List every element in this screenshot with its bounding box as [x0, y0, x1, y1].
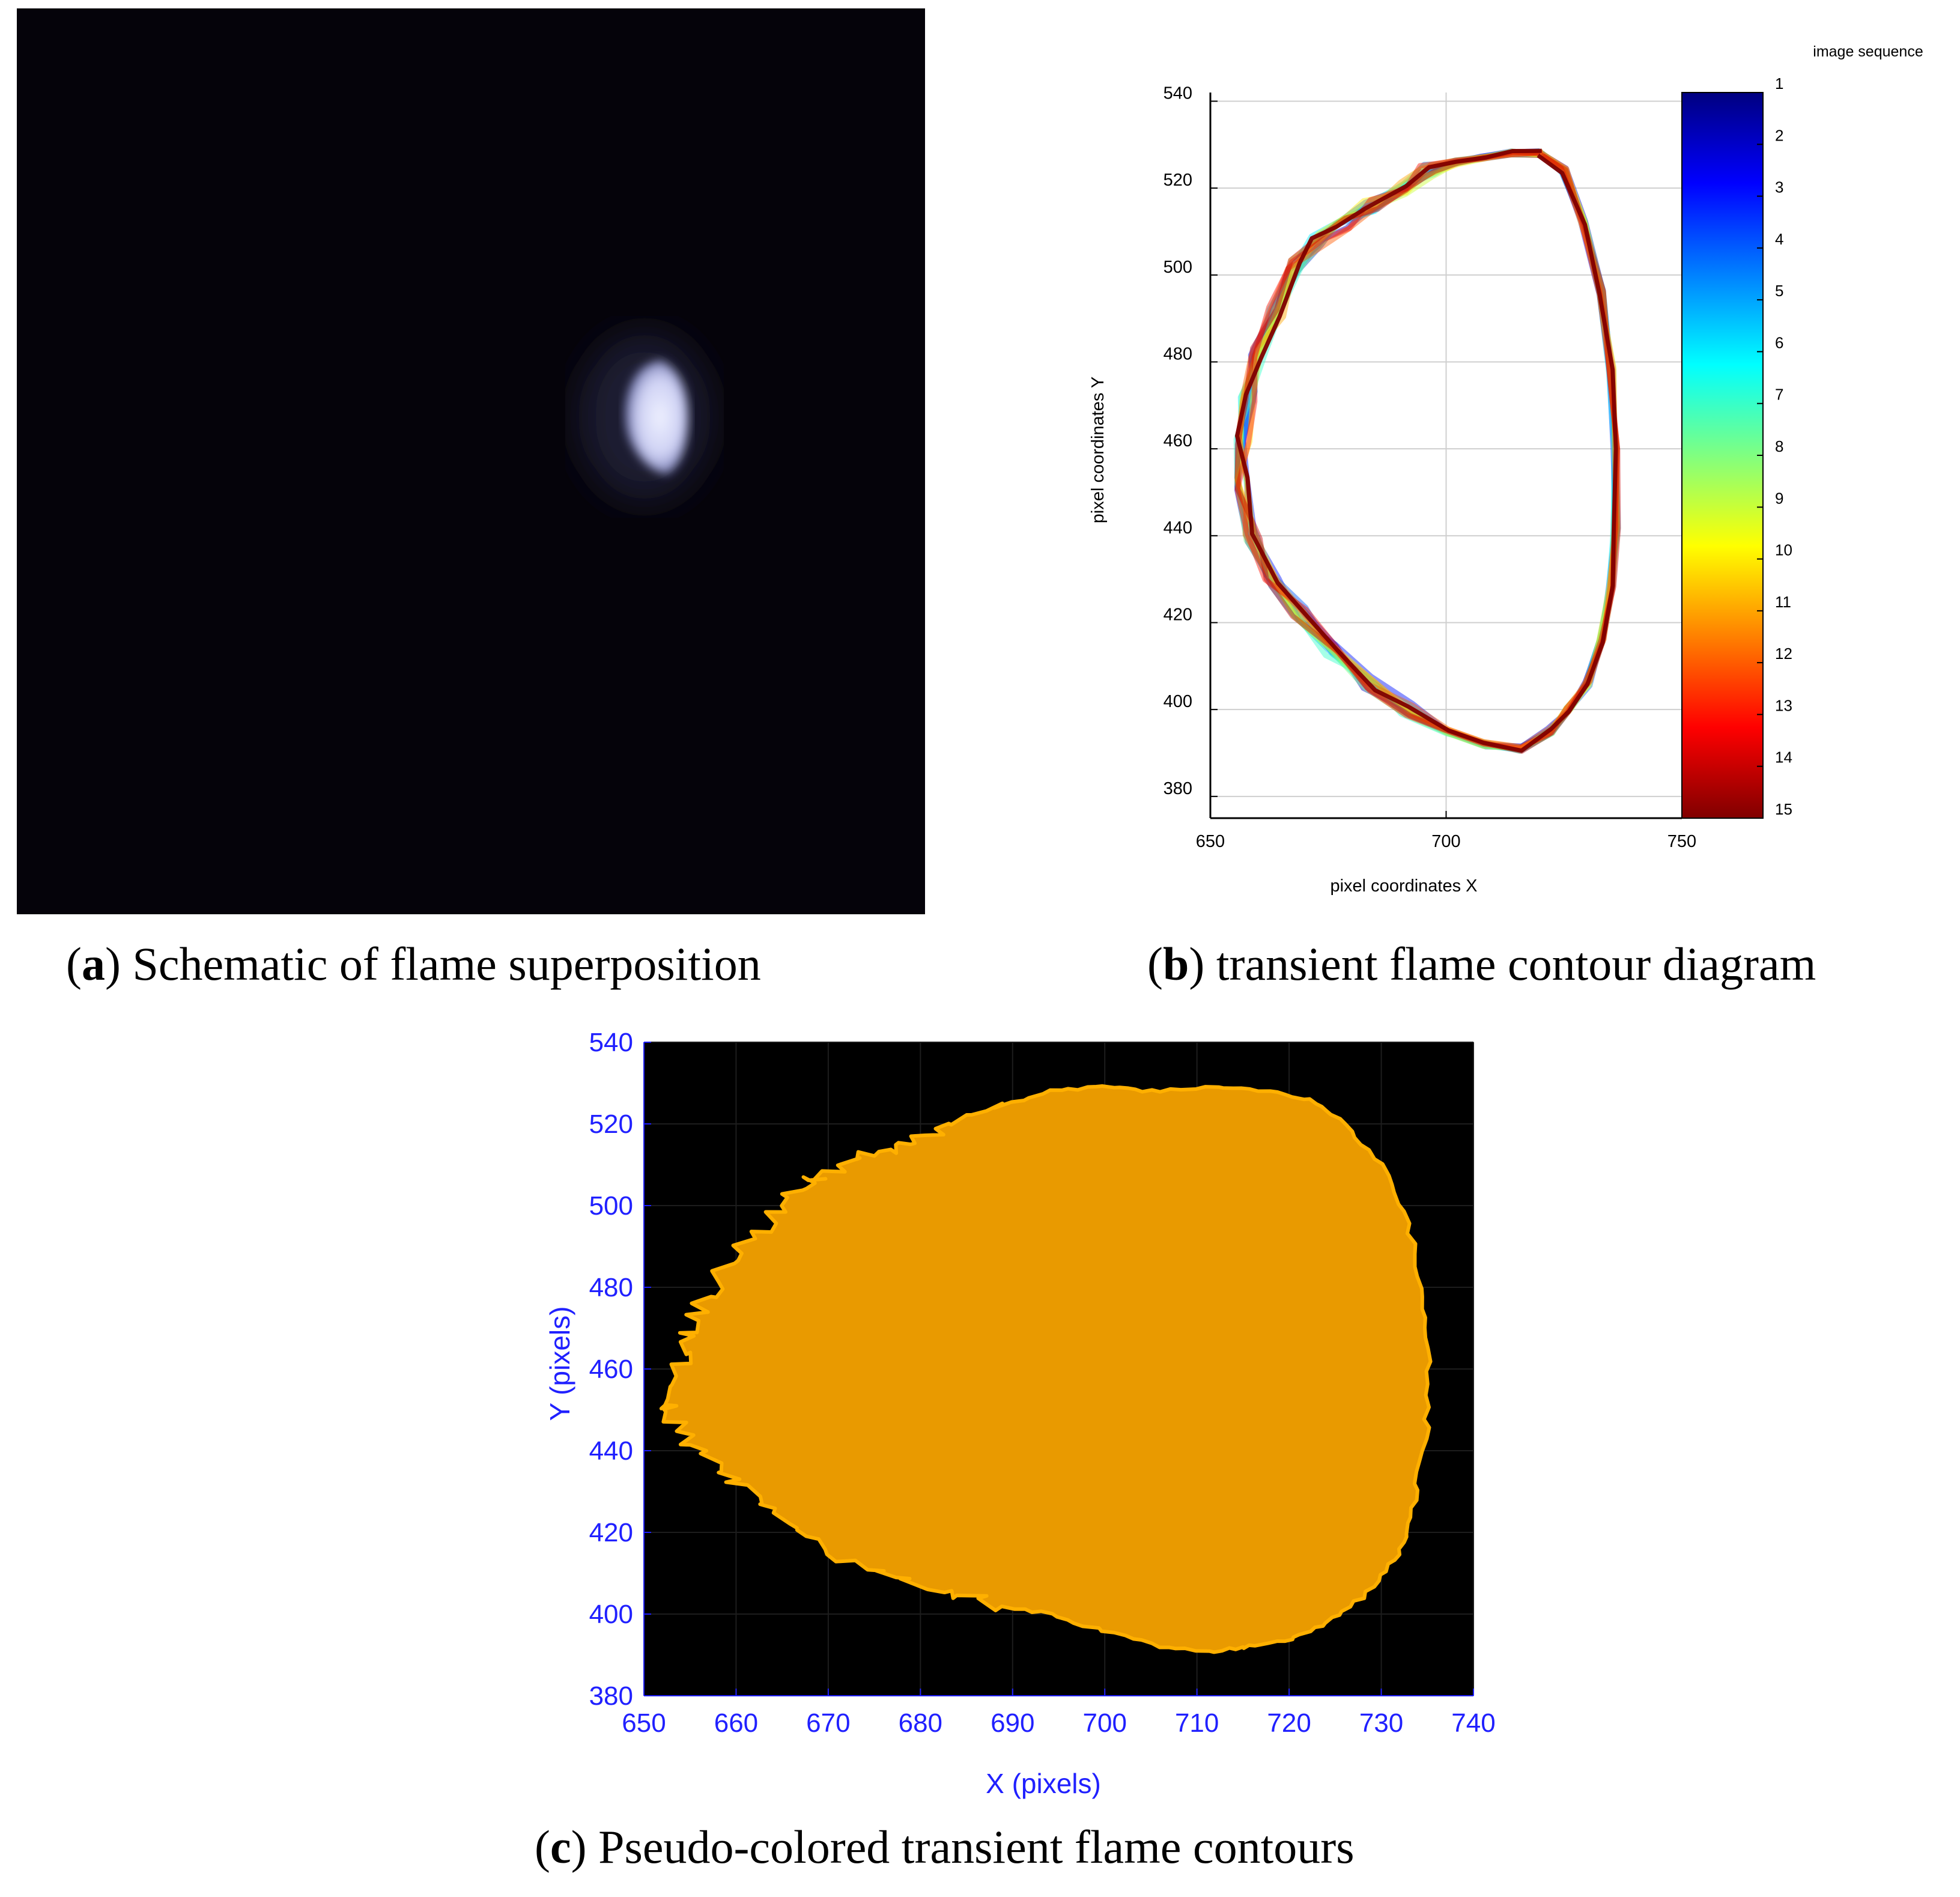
contour-series-15: [1234, 148, 1618, 753]
colorbar-tick-label: 7: [1775, 386, 1783, 404]
x-tick-label: 720: [1267, 1708, 1311, 1738]
y-axis-label: Y (pixels): [544, 1307, 575, 1421]
flame-superposition-image: [17, 8, 925, 914]
contour-series-1: [1234, 151, 1620, 752]
colorbar-tick-label: 1: [1775, 74, 1783, 93]
y-tick-label: 520: [1164, 171, 1192, 190]
colorbar-tick-label: 2: [1775, 126, 1783, 144]
x-tick-label: 680: [899, 1708, 942, 1738]
y-tick-label: 440: [589, 1436, 633, 1466]
caption-c: (c) Pseudo-colored transient flame conto…: [535, 1821, 1355, 1873]
contour-series-8: [1234, 149, 1619, 752]
colorbar-tick-label: 11: [1775, 593, 1791, 611]
y-tick-label: 400: [1164, 692, 1192, 711]
y-tick-label: 480: [1164, 344, 1192, 363]
contour-series-11: [1234, 150, 1620, 750]
x-tick-label: 710: [1175, 1708, 1219, 1738]
caption-b-text: transient flame contour diagram: [1204, 938, 1816, 990]
contour-series-10: [1234, 149, 1620, 753]
y-tick-label: 500: [1164, 258, 1192, 277]
pseudo-color-chart-svg: 650 660 670 680 690 700 710 720 730 740 380 400 420 4…: [544, 1028, 1496, 1799]
x-tick-label: 660: [714, 1708, 758, 1738]
colorbar-tick-label: 12: [1775, 645, 1792, 663]
x-axis-label: pixel coordinates X: [1330, 876, 1477, 896]
contour-series-12: [1236, 150, 1619, 750]
contour-series-13: [1234, 149, 1621, 751]
x-tick-label: 750: [1667, 832, 1696, 851]
flame-glow: [625, 360, 689, 474]
x-tick-label: 730: [1359, 1708, 1403, 1738]
y-tick-label: 500: [589, 1191, 633, 1221]
caption-a-text: Schematic of flame superposition: [120, 938, 761, 990]
contour-series-9: [1237, 148, 1621, 751]
colorbar-tick-label: 3: [1775, 178, 1783, 196]
x-tick-label: 700: [1431, 832, 1460, 851]
x-axis-label: X (pixels): [986, 1768, 1101, 1799]
x-tick-label: 700: [1083, 1708, 1127, 1738]
contour-series-7: [1233, 148, 1619, 754]
colorbar-tick-label: 8: [1775, 437, 1783, 455]
colorbar-tick-label: 10: [1775, 541, 1792, 559]
caption-c-letter: c: [550, 1821, 571, 1873]
caption-c-text: Pseudo-colored transient flame contours: [586, 1821, 1355, 1873]
y-tick-label: 380: [1164, 779, 1192, 798]
colorbar-tick-label: 15: [1775, 800, 1792, 818]
y-tick-label: 420: [589, 1518, 633, 1547]
y-tick-label: 380: [589, 1681, 633, 1711]
x-tick-label: 670: [806, 1708, 850, 1738]
y-tick-label: 400: [589, 1600, 633, 1629]
flame-photo-svg: [17, 8, 925, 914]
y-tick-label: 440: [1164, 518, 1192, 538]
y-tick-label: 420: [1164, 605, 1192, 624]
colorbar-label: image sequence: [1813, 43, 1923, 60]
x-tick-label: 690: [991, 1708, 1034, 1738]
flame-area: [659, 1084, 1433, 1654]
y-axis-label: pixel coordinates Y: [1088, 377, 1108, 524]
colorbar-tick-label: 14: [1775, 748, 1792, 766]
y-tick-label: 540: [1164, 83, 1192, 103]
y-tick-label: 480: [589, 1273, 633, 1302]
y-tick-label: 460: [589, 1355, 633, 1384]
colorbar-tick-label: 9: [1775, 489, 1783, 507]
contour-series-5: [1234, 151, 1621, 753]
caption-a: (a) Schematic of flame superposition: [66, 938, 761, 990]
colorbar-tick-label: 4: [1775, 230, 1783, 248]
colorbar-tick-label: 13: [1775, 696, 1792, 714]
y-tick-label: 460: [1164, 431, 1192, 451]
contour-series-4: [1234, 149, 1618, 750]
caption-a-letter: a: [81, 938, 105, 990]
axis-ticks: 650 700 750 380 400 420 440 460 480 500 520 540: [1164, 83, 1697, 851]
caption-b-letter: b: [1162, 938, 1189, 990]
caption-b: (b) transient flame contour diagram: [1147, 938, 1816, 990]
contour-series-14: [1234, 149, 1621, 754]
contour-series-6: [1237, 149, 1617, 753]
contour-lines: [1233, 148, 1621, 754]
x-tick-label: 740: [1451, 1708, 1495, 1738]
y-tick-label: 520: [589, 1109, 633, 1139]
y-tick-label: 540: [589, 1028, 633, 1057]
colorbar-rect: [1681, 92, 1764, 819]
x-tick-label: 650: [622, 1708, 666, 1738]
pseudo-colored-contour-chart: 650 660 670 680 690 700 710 720 730 740 380 400 420 4…: [517, 1015, 1538, 1814]
flame-contour-fill: [659, 1084, 1433, 1654]
photo-background: [17, 8, 925, 914]
colorbar-tick-label: 5: [1775, 282, 1783, 300]
x-tick-label: 650: [1196, 832, 1225, 851]
colorbar-tick-label: 6: [1775, 333, 1783, 351]
axis-ticks: 650 660 670 680 690 700 710 720 730 740 380 400 420 4…: [589, 1028, 1496, 1738]
